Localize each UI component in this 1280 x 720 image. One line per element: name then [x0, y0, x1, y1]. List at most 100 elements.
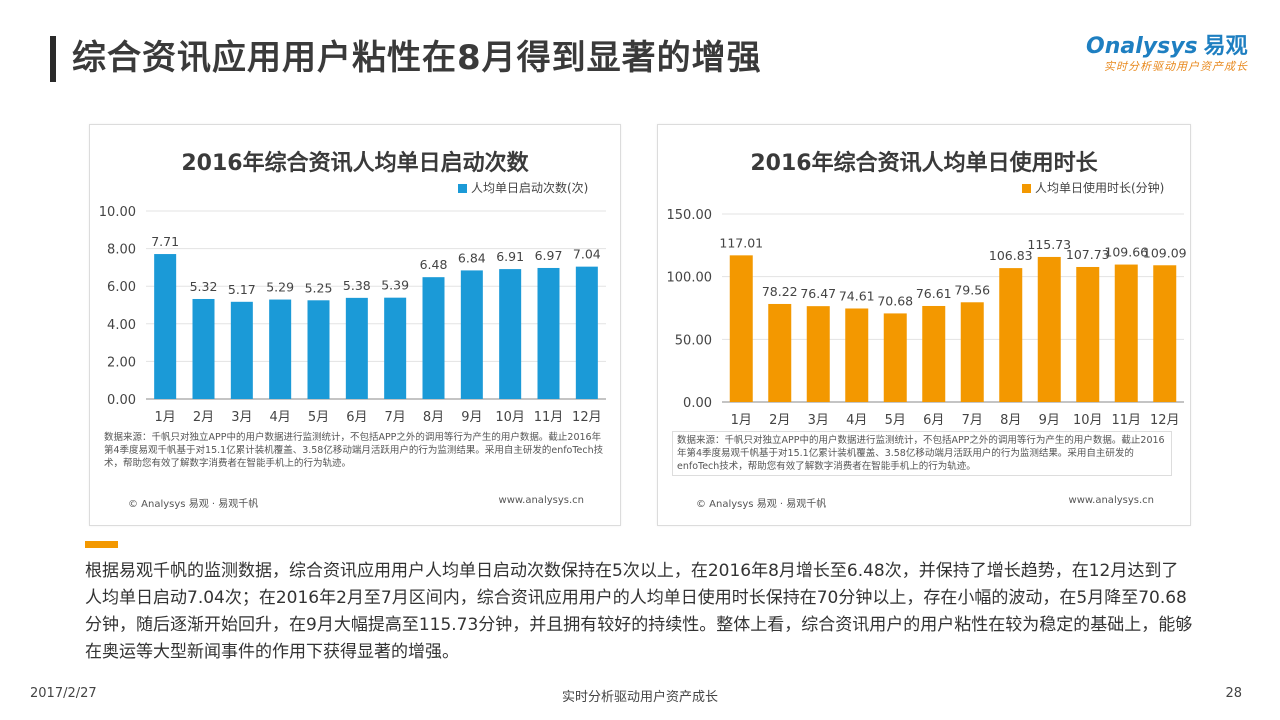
bar	[1153, 265, 1177, 402]
legend-label: 人均单日使用时长(分钟)	[1035, 181, 1165, 195]
x-tick-label: 12月	[1150, 413, 1180, 428]
y-tick-label: 6.00	[107, 280, 136, 295]
data-label: 107.73	[1066, 247, 1110, 262]
bar	[537, 267, 560, 399]
data-label: 6.91	[496, 249, 524, 264]
bar	[384, 297, 407, 399]
data-label: 7.04	[573, 247, 601, 262]
chart-title: 2016年综合资讯人均单日使用时长	[750, 151, 1098, 176]
bar	[1114, 264, 1138, 402]
bar	[422, 277, 445, 399]
y-tick-label: 2.00	[107, 355, 136, 370]
x-tick-label: 3月	[808, 413, 829, 428]
data-label: 6.97	[535, 248, 563, 263]
bar	[269, 299, 292, 399]
bar	[154, 254, 177, 399]
copyright: © Analysys 易观 · 易观千帆	[696, 499, 827, 510]
data-label: 5.25	[305, 280, 333, 295]
data-label: 5.17	[228, 282, 256, 297]
website-link[interactable]: www.analysys.cn	[498, 495, 584, 506]
x-tick-label: 11月	[1111, 413, 1141, 428]
bar-chart-duration: 0.00 50.00 100.00 150.00 117.01 1月 78.22 2月 76.4…	[667, 208, 1187, 428]
data-label: 76.61	[916, 286, 952, 301]
data-label: 109.09	[1143, 245, 1187, 260]
x-tick-label: 10月	[1073, 413, 1103, 428]
y-tick-label: 0.00	[107, 393, 136, 408]
data-label: 5.29	[266, 280, 294, 295]
logo-text: nalysys	[1104, 34, 1198, 59]
bar	[192, 298, 215, 399]
x-tick-label: 2月	[193, 410, 214, 425]
data-label: 106.83	[989, 248, 1033, 263]
copyright: © Analysys 易观 · 易观千帆	[128, 499, 259, 510]
bar	[768, 303, 792, 402]
x-tick-label: 12月	[572, 410, 602, 425]
data-label: 5.32	[190, 279, 218, 294]
footer-tagline: 实时分析驱动用户资产成长	[561, 690, 718, 705]
chart-panel-launches: 2016年综合资讯人均单日启动次数 人均单日启动次数(次) 0.00 2.00 4.…	[89, 124, 621, 526]
title-accent-bar	[50, 36, 56, 82]
bar	[960, 302, 984, 402]
bar	[307, 300, 330, 399]
x-tick-label: 8月	[423, 410, 444, 425]
x-tick-label: 1月	[155, 410, 176, 425]
source-text: 数据来源：千帆只对独立APP中的用户数据进行监测统计，不包括APP之外的调用等行…	[677, 435, 1165, 472]
data-label: 74.61	[839, 288, 875, 303]
x-tick-label: 5月	[308, 410, 329, 425]
website-link[interactable]: www.analysys.cn	[1068, 495, 1154, 506]
page-title: 综合资讯应用用户粘性在8月得到显著的增强	[72, 38, 762, 78]
page-number: 28	[1225, 686, 1242, 701]
bar	[729, 255, 753, 402]
x-tick-label: 10月	[495, 410, 525, 425]
x-tick-label: 6月	[923, 413, 944, 428]
x-tick-label: 9月	[461, 410, 482, 425]
bar	[883, 313, 907, 402]
x-tick-label: 1月	[731, 413, 752, 428]
bar	[575, 266, 598, 399]
logo-o-icon: O	[1086, 34, 1105, 59]
data-label: 6.84	[458, 250, 486, 265]
x-tick-label: 2月	[769, 413, 790, 428]
bar-chart-launches: 0.00 2.00 4.00 6.00 8.00 10.00 7.71 1月 5.32 2月 5.1…	[99, 205, 606, 425]
bar	[1037, 256, 1061, 402]
x-tick-label: 11月	[534, 410, 564, 425]
analysys-logo: Onalysys 易观 实时分析驱动用户资产成长	[1086, 28, 1256, 76]
legend-swatch	[1022, 184, 1031, 193]
data-label: 7.71	[151, 234, 179, 249]
data-label: 78.22	[762, 284, 798, 299]
data-source-note: 数据来源：千帆只对独立APP中的用户数据进行监测统计，不包括APP之外的调用等行…	[104, 431, 604, 470]
source-text: 数据来源：千帆只对独立APP中的用户数据进行监测统计，不包括APP之外的调用等行…	[104, 432, 604, 469]
data-label: 5.39	[381, 278, 409, 293]
x-tick-label: 4月	[846, 413, 867, 428]
footer-date: 2017/2/27	[30, 686, 97, 701]
summary-paragraph: 根据易观千帆的监测数据，综合资讯应用用户人均单日启动次数保持在5次以上，在201…	[85, 561, 1193, 662]
data-label: 117.01	[719, 235, 763, 250]
data-label: 115.73	[1027, 237, 1071, 252]
x-tick-label: 6月	[346, 410, 367, 425]
x-tick-label: 7月	[962, 413, 983, 428]
accent-mark	[85, 541, 118, 548]
y-tick-label: 4.00	[107, 318, 136, 333]
bar	[999, 268, 1023, 402]
bar	[1076, 266, 1100, 402]
bar	[230, 301, 253, 399]
bar	[922, 305, 946, 402]
x-tick-label: 8月	[1000, 413, 1021, 428]
chart-panel-duration: 2016年综合资讯人均单日使用时长 人均单日使用时长(分钟) 0.00 50.00…	[657, 124, 1191, 526]
y-tick-label: 0.00	[683, 396, 712, 411]
legend-label: 人均单日启动次数(次)	[471, 181, 589, 195]
y-tick-label: 8.00	[107, 243, 136, 258]
logo-cn: 易观	[1203, 34, 1248, 59]
x-tick-label: 7月	[385, 410, 406, 425]
data-label: 76.47	[800, 286, 836, 301]
y-tick-label: 100.00	[667, 271, 713, 286]
data-source-note: 数据来源：千帆只对独立APP中的用户数据进行监测统计，不包括APP之外的调用等行…	[672, 431, 1172, 476]
data-label: 70.68	[877, 293, 913, 308]
data-label: 6.48	[420, 257, 448, 272]
y-tick-label: 150.00	[667, 208, 713, 223]
bar	[345, 297, 368, 399]
chart-legend: 人均单日启动次数(次)	[458, 179, 588, 196]
x-tick-label: 5月	[885, 413, 906, 428]
legend-swatch	[458, 184, 467, 193]
data-label: 109.66	[1104, 245, 1148, 260]
